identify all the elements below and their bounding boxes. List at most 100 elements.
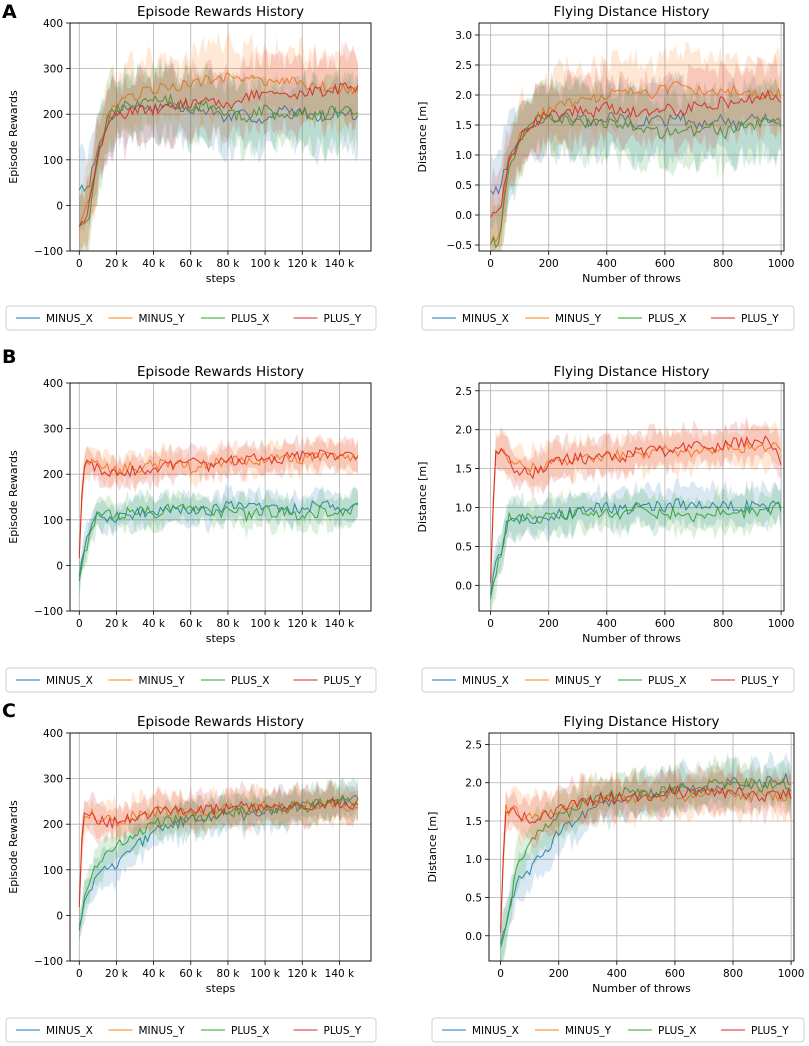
chart-title: Episode Rewards History [137, 714, 304, 730]
series-line-plus-y [78, 798, 359, 908]
legend: MINUS_X MINUS_Y PLUS_X PLUS_Y [5, 667, 377, 693]
series-band-minus-x [490, 70, 782, 238]
x-tick-label: 0 [497, 968, 504, 980]
legend-entry-minus-y: MINUS_Y [555, 675, 602, 687]
y-tick-label: 0 [56, 560, 63, 572]
series-line-minus-y [78, 72, 359, 227]
x-tick-label: 0 [76, 258, 83, 270]
series-line-plus-y [78, 82, 359, 227]
chart-B-distance: 0 200 400 600 800 1000 0.0 0.5 1.0 1.5 2.0 2.5 Flyin… [416, 364, 794, 645]
y-tick-label: 100 [43, 865, 63, 877]
series-line-plus-y [500, 784, 792, 933]
legend-entry-minus-y: MINUS_Y [555, 313, 602, 325]
legend: MINUS_X MINUS_Y PLUS_X PLUS_Y [421, 305, 795, 331]
x-tick-label: 600 [665, 968, 685, 980]
y-tick-label: −100 [34, 606, 63, 618]
x-tick-label: 1000 [778, 968, 805, 980]
x-tick-label: 60 k [179, 258, 203, 270]
plot-area [78, 29, 359, 251]
y-tick-label: 100 [43, 515, 63, 527]
plot-area [78, 776, 359, 942]
x-tick-label: 120 k [288, 968, 318, 980]
series-band-plus-x [79, 486, 359, 599]
x-tick-label: 1000 [768, 618, 795, 630]
series-line-plus-y [490, 435, 782, 583]
panel-label-a: A [2, 1, 17, 23]
y-tick-label: 300 [43, 64, 63, 76]
legend-entry-minus-x: MINUS_X [46, 675, 93, 687]
series-band-plus-x [490, 71, 782, 251]
series-line-minus-x [78, 99, 359, 193]
x-tick-label: 20 k [105, 618, 129, 630]
legend: MINUS_X MINUS_Y PLUS_X PLUS_Y [5, 305, 377, 331]
legend-frame [431, 1017, 805, 1043]
legend-frame [5, 667, 377, 693]
y-tick-label: 2.0 [455, 425, 472, 437]
series-line-plus-x [490, 501, 782, 599]
y-tick-label: 1.5 [455, 120, 472, 132]
legend-entry-minus-x: MINUS_X [46, 1025, 93, 1037]
plot-area [490, 40, 782, 251]
legend-entry-minus-y: MINUS_Y [139, 675, 186, 687]
series-band-minus-y [79, 29, 359, 249]
y-tick-label: 2.5 [465, 739, 482, 751]
plot-area [490, 416, 782, 611]
x-axis-label: steps [206, 632, 236, 645]
legend-entry-plus-y: PLUS_Y [324, 313, 362, 325]
x-tick-label: 400 [597, 618, 617, 630]
x-tick-label: 0 [487, 618, 494, 630]
x-tick-label: 80 k [217, 968, 241, 980]
x-tick-label: 40 k [142, 618, 166, 630]
x-tick-label: 0 [487, 258, 494, 270]
legend-entry-plus-x: PLUS_X [231, 313, 269, 325]
legend-frame [5, 1017, 377, 1043]
series-band-plus-y [490, 416, 782, 605]
x-tick-label: 1000 [768, 258, 795, 270]
chart-title: Episode Rewards History [137, 364, 304, 380]
y-tick-label: 300 [43, 424, 63, 436]
y-tick-label: 0 [56, 200, 63, 212]
x-tick-label: 40 k [142, 968, 166, 980]
y-tick-label: 2.0 [455, 90, 472, 102]
series-band-plus-x [500, 754, 792, 961]
series-band-minus-y [490, 40, 782, 251]
legend-entry-minus-y: MINUS_Y [565, 1025, 612, 1037]
x-tick-label: 600 [655, 618, 675, 630]
x-tick-label: 100 k [250, 618, 280, 630]
x-tick-label: 200 [549, 968, 569, 980]
y-tick-label: 0.5 [465, 892, 482, 904]
y-axis-label: Distance [m] [426, 812, 439, 883]
legend-entry-plus-x: PLUS_X [648, 313, 686, 325]
chart-title: Flying Distance History [553, 364, 709, 380]
series-line-minus-x [490, 497, 782, 595]
y-axis-label: Episode Rewards [7, 800, 20, 894]
y-tick-label: 300 [43, 774, 63, 786]
legend: MINUS_X MINUS_Y PLUS_X PLUS_Y [5, 1017, 377, 1043]
x-tick-label: 600 [655, 258, 675, 270]
x-tick-label: 140 k [325, 968, 355, 980]
legend-entry-plus-y: PLUS_Y [324, 1025, 362, 1037]
legend-frame [421, 667, 795, 693]
chart-title: Flying Distance History [563, 714, 719, 730]
x-tick-label: 20 k [105, 258, 129, 270]
series-line-plus-y [490, 88, 782, 218]
legend-entry-plus-y: PLUS_Y [741, 675, 779, 687]
y-axis-label: Episode Rewards [7, 90, 20, 184]
series-band-plus-y [79, 433, 359, 567]
legend-entry-minus-x: MINUS_X [472, 1025, 519, 1037]
axes-frame [478, 382, 785, 612]
y-axis-label: Episode Rewards [7, 450, 20, 544]
chart-C-rewards: 0 20 k 40 k 60 k 80 k 100 k 120 k 140 k −100 0 100… [7, 714, 372, 995]
x-tick-label: 400 [597, 258, 617, 270]
x-tick-label: 0 [76, 618, 83, 630]
y-tick-label: 400 [43, 18, 63, 30]
y-tick-label: 1.0 [455, 503, 472, 515]
series-band-minus-y [490, 420, 782, 597]
series-band-plus-y [490, 53, 782, 251]
y-tick-label: 100 [43, 155, 63, 167]
series-line-minus-y [78, 451, 359, 554]
x-tick-label: 100 k [250, 968, 280, 980]
y-axis-label: Distance [m] [416, 462, 429, 533]
x-tick-label: 120 k [288, 258, 318, 270]
x-tick-label: 0 [76, 968, 83, 980]
